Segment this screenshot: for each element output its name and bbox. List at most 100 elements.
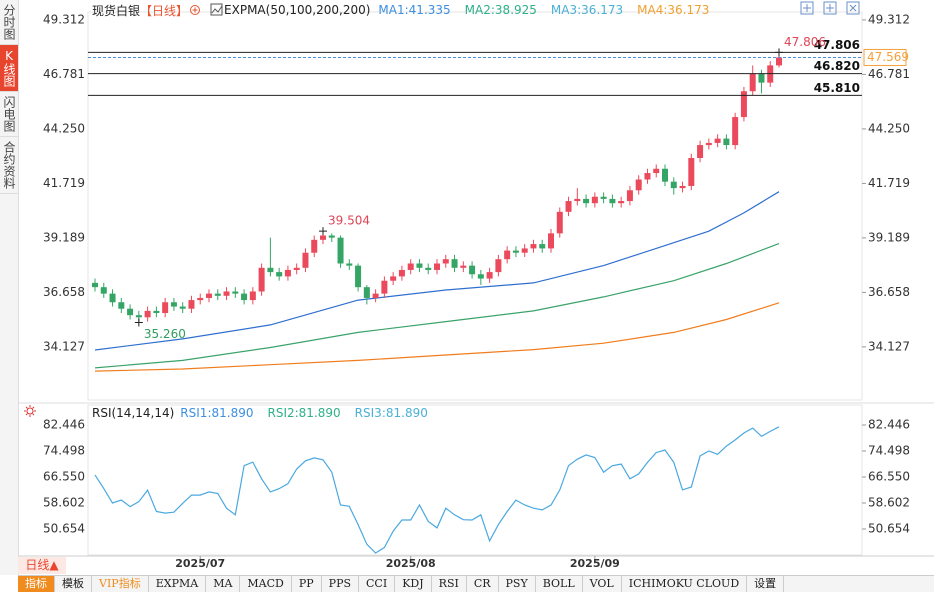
- rsi-line: [94, 426, 780, 554]
- candle-body: [258, 267, 265, 292]
- candle-body: [284, 269, 291, 277]
- indicator-tab[interactable]: CCI: [359, 576, 396, 592]
- y-tick-label-right: 44.250: [868, 121, 910, 135]
- y-tick-label-right: 49.312: [868, 12, 910, 26]
- candle-body: [723, 138, 730, 146]
- candle-body: [109, 293, 116, 303]
- add-icon[interactable]: [188, 3, 202, 17]
- indicator-tab[interactable]: 模板: [55, 576, 92, 592]
- indicator-tab[interactable]: MA: [206, 576, 241, 592]
- candle-body: [486, 272, 493, 279]
- x-tick-label: 2025/08: [386, 557, 436, 570]
- candle-body: [162, 302, 169, 314]
- price-level-label: 46.820: [814, 59, 860, 73]
- candle-body: [548, 233, 554, 249]
- indicator-tab[interactable]: PP: [292, 576, 322, 592]
- candle-body: [679, 185, 686, 189]
- candle-body: [451, 259, 458, 268]
- indicator-tab[interactable]: CR: [467, 576, 499, 592]
- y-tick-label-left: 66.550: [43, 469, 85, 483]
- indicator-tab[interactable]: VOL: [583, 576, 622, 592]
- y-tick-label-right: 39.189: [868, 230, 910, 244]
- bottom-tabs: 指标 模板 VIP指标 EXPMA MA MACD PP PPS CCI KDJ RSI CR PSY B…: [18, 575, 934, 592]
- y-tick-label-right: 58.602: [868, 495, 910, 509]
- indicator-tab[interactable]: PPS: [322, 576, 360, 592]
- legend-item: RSI281.890: [267, 406, 340, 420]
- y-tick-label-left: 82.446: [43, 417, 85, 431]
- last-price-label: 47.569: [867, 50, 909, 64]
- indicator-tab[interactable]: 指标: [18, 576, 55, 592]
- extreme-label: 47.806: [784, 35, 826, 49]
- indicator-tab[interactable]: BOLL: [536, 576, 583, 592]
- y-tick-label-right: 82.446: [868, 417, 910, 431]
- y-tick-label-right: 74.498: [868, 443, 910, 457]
- candle-body: [469, 265, 476, 275]
- x-tick-label: 2025/07: [175, 557, 225, 570]
- candle-body: [670, 181, 677, 189]
- sidebar-tab[interactable]: 闪电图: [0, 92, 18, 137]
- candle-body: [591, 196, 598, 204]
- y-tick-label-left: 58.602: [43, 495, 85, 509]
- candle-body: [705, 142, 712, 146]
- indicator-tab[interactable]: ICHIMOKU CLOUD: [622, 576, 748, 592]
- legend-item: MA238.925: [465, 3, 537, 17]
- candle-body: [574, 198, 581, 202]
- candle-body: [407, 263, 414, 270]
- y-tick-label-right: 50.654: [868, 521, 910, 535]
- candle-body: [127, 308, 134, 316]
- toolbar-icons[interactable]: [800, 1, 860, 15]
- candle-body: [100, 287, 107, 294]
- period-label[interactable]: 【日线】: [140, 3, 189, 18]
- rsi-title: RSI(14,14,14): [92, 406, 175, 420]
- indicator-tab[interactable]: KDJ: [395, 576, 432, 592]
- instrument-title: 现货白银: [92, 3, 141, 18]
- extreme-marker: [319, 227, 327, 236]
- indicator-tab[interactable]: VIP指标: [92, 576, 149, 592]
- sidebar-tab[interactable]: 分时图: [0, 0, 18, 45]
- indicator-tab[interactable]: EXPMA: [149, 576, 207, 592]
- candle-body: [512, 250, 519, 253]
- candle-body: [556, 211, 563, 234]
- legend-value: 81.890: [211, 406, 254, 420]
- y-tick-label-left: 34.127: [43, 339, 85, 353]
- y-tick-label-left: 74.498: [43, 443, 85, 457]
- candle-body: [293, 267, 300, 270]
- y-tick-label-right: 36.658: [868, 285, 910, 299]
- legend-name: RSI3: [355, 406, 386, 420]
- price-level-label: 45.810: [814, 81, 860, 95]
- candle-body: [626, 190, 633, 202]
- period-button[interactable]: 日线▲: [18, 557, 66, 574]
- sidebar-tab[interactable]: K线图: [0, 45, 18, 92]
- legend-item: MA336.173: [551, 3, 623, 17]
- candle-body: [758, 74, 765, 83]
- indicator-tab[interactable]: 设置: [747, 576, 785, 592]
- candle-body: [583, 198, 590, 204]
- candle-body: [320, 235, 326, 240]
- indicator-tab[interactable]: MACD: [240, 576, 292, 592]
- candle-body: [618, 201, 625, 204]
- legend-name: MA2: [465, 3, 495, 17]
- expma-line: [94, 191, 780, 351]
- legend-value: 36.173: [581, 3, 624, 17]
- candle-body: [267, 267, 274, 273]
- sun-icon: [24, 405, 36, 417]
- y-tick-label-right: 66.550: [868, 469, 910, 483]
- rsi-header: RSI(14,14,14) RSI181.890RSI281.890RSI381…: [92, 405, 442, 421]
- legend-item: RSI381.890: [355, 406, 428, 420]
- candle-body: [302, 252, 309, 268]
- sidebar-tab[interactable]: 合约资料: [0, 137, 18, 194]
- indicator-icon[interactable]: [210, 3, 224, 17]
- y-tick-label-left: 39.189: [43, 230, 85, 244]
- legend-value: 38.925: [494, 3, 537, 17]
- candle-body: [311, 239, 318, 253]
- sidebar: 分时图 K线图 闪电图 合约资料: [0, 0, 19, 575]
- candle-body: [118, 302, 125, 309]
- candle-body: [346, 263, 353, 266]
- candle-body: [170, 302, 177, 307]
- legend-name: MA1: [378, 3, 408, 17]
- candle-body: [416, 263, 423, 268]
- indicator-tab[interactable]: PSY: [499, 576, 536, 592]
- candle-body: [206, 293, 212, 298]
- indicator-tab[interactable]: RSI: [432, 576, 467, 592]
